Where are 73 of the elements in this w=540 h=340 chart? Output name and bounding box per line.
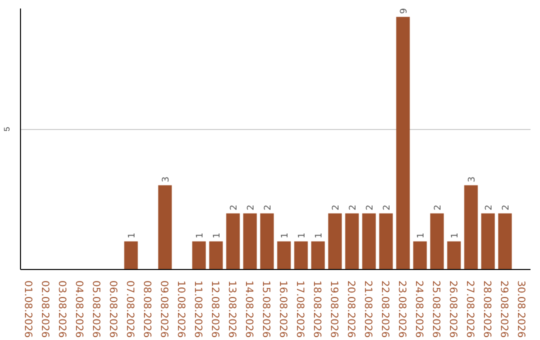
bar — [464, 185, 478, 270]
x-tick-label: 12.08.2026 — [209, 280, 220, 338]
data-label: 2 — [230, 204, 240, 210]
bar — [192, 241, 206, 270]
bar — [260, 213, 274, 270]
bar — [481, 213, 495, 270]
data-label: 2 — [264, 204, 274, 210]
x-tick-label: 01.08.2026 — [22, 280, 33, 338]
data-label: 2 — [332, 204, 342, 210]
x-tick-label: 04.08.2026 — [73, 280, 84, 338]
x-tick-label: 27.08.2026 — [464, 280, 475, 338]
data-label: 2 — [348, 204, 358, 210]
bar — [345, 213, 359, 270]
bar — [379, 213, 393, 270]
data-label: 9 — [400, 8, 410, 14]
data-label: 2 — [484, 204, 494, 210]
x-tick-label: 18.08.2026 — [311, 280, 322, 338]
bar — [328, 213, 342, 270]
bar — [277, 241, 291, 270]
x-tick-label: 13.08.2026 — [226, 280, 237, 338]
x-tick-label: 06.08.2026 — [107, 280, 118, 338]
x-tick-label: 10.08.2026 — [175, 280, 186, 338]
x-tick-label: 02.08.2026 — [39, 280, 50, 338]
data-label: 2 — [434, 204, 444, 210]
x-tick-label: 07.08.2026 — [124, 280, 135, 338]
bar — [311, 241, 325, 270]
bar — [362, 213, 376, 270]
x-tick-label: 28.08.2026 — [481, 280, 492, 338]
bar — [243, 213, 257, 270]
data-label: 1 — [128, 232, 138, 238]
x-tick-label: 11.08.2026 — [192, 280, 203, 338]
x-tick-label: 21.08.2026 — [362, 280, 373, 338]
data-label: 2 — [246, 204, 256, 210]
bar — [413, 241, 427, 270]
data-label: 1 — [450, 232, 460, 238]
data-label: 2 — [382, 204, 392, 210]
x-tick-label: 20.08.2026 — [345, 280, 356, 338]
bar — [209, 241, 223, 270]
data-label: 1 — [298, 232, 308, 238]
x-tick-label: 14.08.2026 — [243, 280, 254, 338]
x-tick-label: 24.08.2026 — [413, 280, 424, 338]
x-tick-label: 25.08.2026 — [430, 280, 441, 338]
x-tick-label: 17.08.2026 — [294, 280, 305, 338]
x-tick-label: 09.08.2026 — [158, 280, 169, 338]
bar — [294, 241, 308, 270]
data-label: 3 — [468, 176, 478, 182]
x-tick-label: 26.08.2026 — [447, 280, 458, 338]
data-label: 2 — [502, 204, 512, 210]
bar — [396, 16, 410, 270]
bar — [124, 241, 138, 270]
x-tick-label: 23.08.2026 — [396, 280, 407, 338]
x-tick-label: 30.08.2026 — [515, 280, 526, 338]
data-label: 1 — [196, 232, 206, 238]
data-label: 2 — [366, 204, 376, 210]
data-label: 1 — [314, 232, 324, 238]
x-tick-label: 29.08.2026 — [498, 280, 509, 338]
x-tick-label: 22.08.2026 — [379, 280, 390, 338]
data-label: 3 — [162, 176, 172, 182]
x-tick-label: 15.08.2026 — [260, 280, 271, 338]
x-tick-label: 19.08.2026 — [328, 280, 339, 338]
x-tick-label: 03.08.2026 — [56, 280, 67, 338]
bar — [430, 213, 444, 270]
bar — [498, 213, 512, 270]
bar — [447, 241, 461, 270]
data-label: 1 — [416, 232, 426, 238]
data-label: 1 — [280, 232, 290, 238]
x-tick-label: 08.08.2026 — [141, 280, 152, 338]
y-tick-label: 5 — [2, 126, 12, 132]
x-tick-label: 16.08.2026 — [277, 280, 288, 338]
bar — [226, 213, 240, 270]
bar — [158, 185, 172, 270]
x-tick-label: 05.08.2026 — [90, 280, 101, 338]
data-label: 1 — [212, 232, 222, 238]
